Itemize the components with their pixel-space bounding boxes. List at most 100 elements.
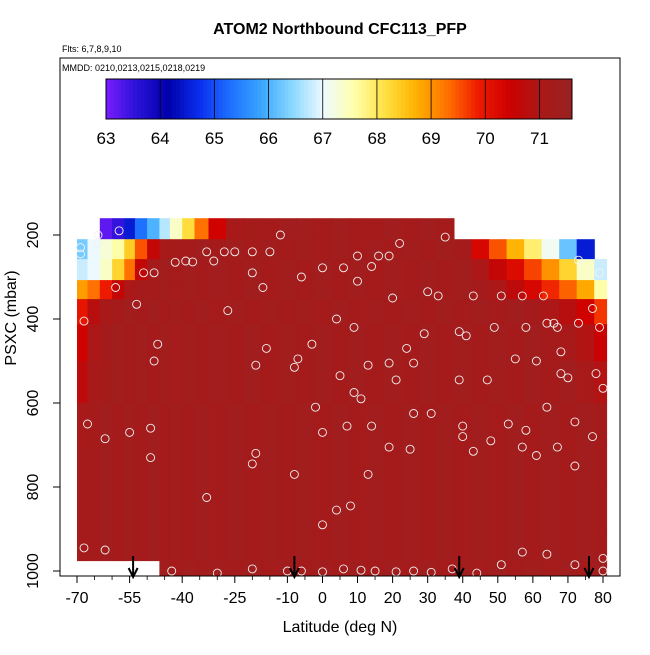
heatmap-cell [194, 560, 210, 576]
heatmap-cell [541, 403, 560, 446]
colorbar-segment [564, 79, 569, 119]
heatmap-cell [169, 299, 183, 325]
heatmap-cell [524, 445, 543, 488]
heatmap-cell [77, 259, 89, 281]
observation-point [251, 360, 261, 370]
heatmap-cell [99, 239, 113, 260]
heatmap-cell [489, 445, 508, 488]
observation-point [426, 409, 436, 418]
heatmap-cell [226, 259, 245, 281]
axes: -70 -55 -40 -25 -10 0 10 20 30 40 50 60 70 80 200 400 60… [25, 222, 612, 607]
heatmap-cell [489, 299, 508, 325]
colorbar-segment [195, 79, 200, 119]
heatmap-cell [99, 299, 113, 325]
colorbar-segment [373, 79, 379, 119]
colorbar-segment [117, 79, 123, 119]
heatmap-cell [366, 218, 385, 240]
heatmap-cell [194, 529, 210, 562]
heatmap-cell [182, 299, 196, 325]
colorbar-tick-label: 68 [367, 129, 386, 148]
observation-point [149, 268, 159, 278]
observation-point [230, 247, 240, 257]
observation-point [202, 493, 212, 502]
heatmap-cell [594, 403, 608, 446]
heatmap-cell [506, 560, 525, 576]
colorbar-segment [436, 79, 441, 119]
colorbar-segment [113, 79, 119, 119]
heatmap-cell [366, 324, 385, 362]
observation-point [311, 402, 320, 412]
heatmap-cell [454, 280, 473, 300]
heatmap-cell [243, 324, 262, 362]
heatmap-cell [208, 560, 227, 576]
heatmap-cell [261, 529, 280, 562]
heatmap-cell [226, 324, 245, 362]
heatmap-cell [348, 403, 367, 446]
observation-point [209, 256, 219, 266]
heatmap-cell [454, 299, 473, 325]
colorbar-segment [261, 79, 266, 119]
heatmap-cell [576, 487, 595, 530]
heatmap-cell [524, 487, 543, 530]
heatmap-cell [401, 299, 420, 325]
heatmap-cell [366, 299, 385, 325]
observation-point [395, 238, 405, 248]
heatmap-cell [112, 259, 125, 281]
heatmap-cell [436, 560, 455, 576]
heatmap-cell [383, 403, 402, 446]
colorbar-segment [144, 79, 150, 119]
observation-point [251, 448, 261, 458]
heatmap-cell [313, 529, 332, 562]
heatmap-cell [278, 361, 297, 404]
heatmap-cell [278, 239, 297, 260]
heatmap-cell [169, 529, 183, 562]
heatmap-cell [226, 280, 245, 300]
observation-point [384, 251, 394, 261]
heatmap-cell [313, 239, 332, 260]
heatmap-cell [576, 299, 595, 325]
heatmap-cell [194, 487, 210, 530]
colorbar-segment [276, 79, 282, 119]
heatmap-cell [524, 259, 543, 281]
observation-point [353, 276, 362, 286]
heatmap-cell [261, 403, 280, 446]
heatmap-cell [208, 280, 227, 300]
colorbar-segment [339, 79, 344, 119]
y-tick-label: 400 [25, 306, 42, 333]
heatmap-cell [489, 529, 508, 562]
heatmap-cell [147, 239, 160, 260]
heatmap-cell [87, 324, 101, 362]
observation-point [223, 306, 233, 316]
observation-point [570, 417, 580, 427]
heatmap-cell [506, 529, 525, 562]
heatmap-cell [313, 299, 332, 325]
heatmap-cell [182, 529, 196, 562]
heatmap-cell [454, 403, 473, 446]
heatmap-cell [208, 259, 227, 281]
colorbar-segment [218, 79, 223, 119]
heatmap-cell [169, 259, 183, 281]
colorbar-segment [109, 79, 115, 119]
heatmap-cell [454, 239, 473, 260]
colorbar-segment [253, 79, 258, 119]
heatmap-cell [559, 529, 578, 562]
heatmap-cell [77, 487, 89, 530]
heatmap-cell [147, 218, 160, 240]
observation-point [574, 318, 583, 328]
observation-point [363, 469, 373, 479]
observation-point [349, 388, 359, 397]
heatmap-cell [471, 403, 490, 446]
colorbar-segment [459, 79, 464, 119]
colorbar-segment [203, 79, 208, 119]
heatmap-cell [77, 239, 89, 260]
colorbar-segment [272, 79, 278, 119]
heatmap-cell [454, 361, 473, 404]
heatmap-cell [524, 239, 543, 260]
heatmap-cell [208, 361, 227, 404]
heatmap-cell [524, 299, 543, 325]
colorbar-segment [323, 79, 328, 119]
heatmap-cell [559, 445, 578, 488]
observation-point [598, 383, 608, 393]
heatmap-cell [331, 299, 350, 325]
